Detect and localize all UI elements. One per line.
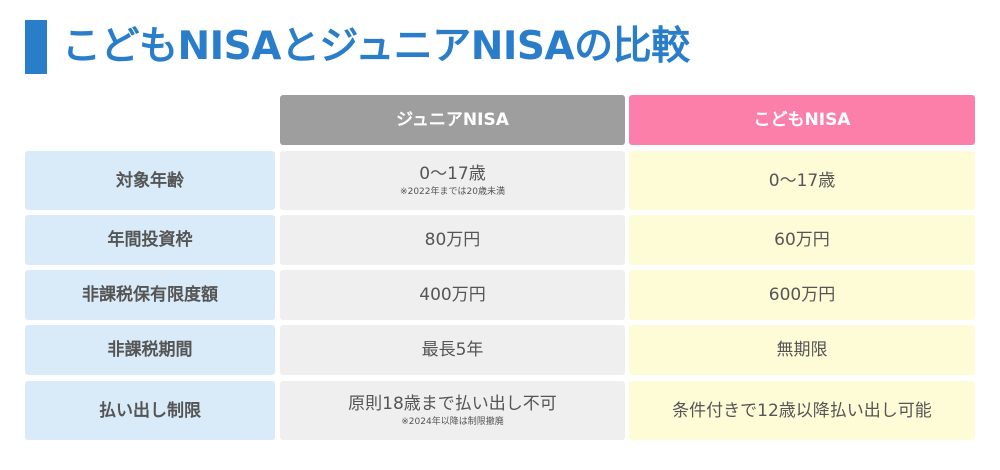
kodomo-target-age-value: 0〜17歳: [629, 151, 975, 210]
row-label-holding-limit: 非課税保有限度額: [25, 270, 275, 320]
row-label-withdrawal-restriction: 払い出し制限: [25, 381, 275, 440]
kodomo-withdrawal-value: 条件付きで12歳以降払い出し可能: [629, 381, 975, 440]
column-header-junior-nisa: ジュニアNISA: [280, 95, 625, 145]
junior-target-age-note: ※2022年までは20歳未満: [400, 186, 505, 197]
kodomo-annual-limit-value: 60万円: [629, 215, 975, 265]
title-accent-bar: [25, 20, 47, 74]
kodomo-tax-free-period-value: 無期限: [629, 325, 975, 375]
junior-tax-free-period-value: 最長5年: [280, 325, 625, 375]
junior-withdrawal-cell: 原則18歳まで払い出し不可 ※2024年以降は制限撤廃: [280, 381, 625, 440]
kodomo-holding-limit-value: 600万円: [629, 270, 975, 320]
junior-withdrawal-note: ※2024年以降は制限撤廃: [401, 416, 504, 427]
junior-withdrawal-value: 原則18歳まで払い出し不可: [348, 393, 557, 414]
junior-target-age-value: 0〜17歳: [419, 163, 486, 184]
column-header-kodomo-nisa: こどもNISA: [629, 95, 975, 145]
row-label-tax-free-period: 非課税期間: [25, 325, 275, 375]
row-label-annual-limit: 年間投資枠: [25, 215, 275, 265]
row-label-target-age: 対象年齢: [25, 151, 275, 210]
junior-holding-limit-value: 400万円: [280, 270, 625, 320]
junior-annual-limit-value: 80万円: [280, 215, 625, 265]
junior-target-age-cell: 0〜17歳 ※2022年までは20歳未満: [280, 151, 625, 210]
page-title: こどもNISAとジュニアNISAの比較: [62, 24, 690, 69]
